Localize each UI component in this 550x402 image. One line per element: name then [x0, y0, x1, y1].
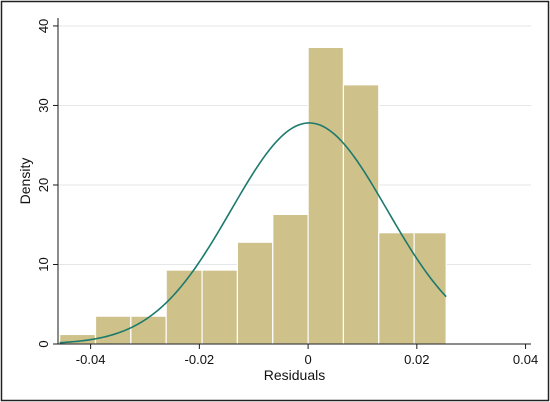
- tick-labels: 0 10 20 30 40 -0.04 -0.02 0 0.02 0.04: [36, 19, 538, 367]
- histogram-bar: [272, 213, 309, 345]
- x-tick-label: -0.04: [76, 352, 106, 367]
- histogram-bar: [342, 84, 380, 345]
- normal-density-curve: [59, 122, 447, 344]
- x-tick-label: 0.04: [513, 352, 538, 367]
- histogram-bar: [130, 315, 167, 345]
- y-tick-label: 20: [36, 178, 51, 192]
- axes: [53, 18, 531, 349]
- normal-density-curve-group: [59, 122, 447, 344]
- histogram-bar: [307, 46, 345, 345]
- histogram-bar: [165, 269, 203, 345]
- y-tick-label: 10: [36, 257, 51, 271]
- y-tick-label: 30: [36, 98, 51, 112]
- x-tick-label: -0.02: [185, 352, 215, 367]
- histogram-bar: [236, 241, 274, 345]
- histogram-bar: [378, 232, 415, 345]
- y-tick-label: 0: [36, 340, 51, 347]
- x-tick-label: 0: [304, 352, 311, 367]
- x-axis-label: Residuals: [264, 367, 325, 383]
- histogram-bar: [413, 232, 447, 345]
- x-tick-label: 0.02: [404, 352, 429, 367]
- y-tick-label: 40: [36, 19, 51, 33]
- y-axis-label: Density: [17, 158, 33, 205]
- grid-lines: [58, 25, 531, 265]
- histogram-bar: [201, 269, 239, 345]
